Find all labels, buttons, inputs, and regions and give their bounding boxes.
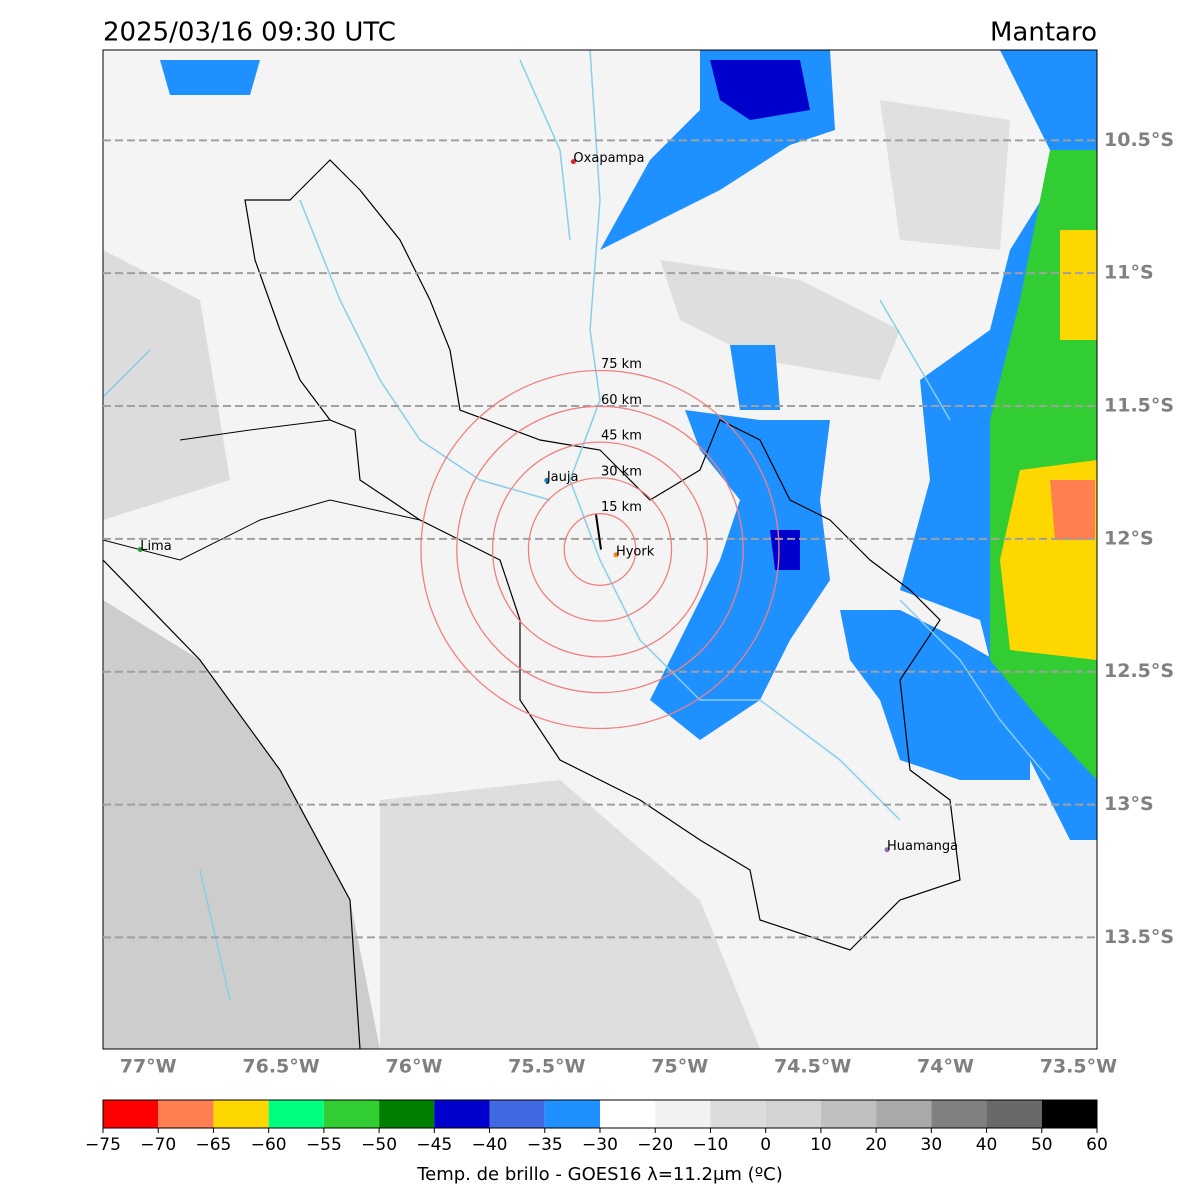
colorbar-tick-label: −35 [527,1135,563,1155]
colorbar-tick-label: −40 [472,1135,508,1155]
lat-label: 13.5°S [1104,926,1174,948]
range-ring [420,369,780,730]
range-ring [491,441,709,658]
colorbar-tick-label: −20 [637,1135,673,1155]
city-label: Lima [140,539,171,554]
colorbar-tick-label: −55 [306,1135,342,1155]
satellite-image [103,50,1097,1049]
colorbar-tick-label: −45 [416,1135,452,1155]
range-ring [527,477,673,622]
city-marker [544,477,550,483]
colorbar-segment [268,1100,324,1128]
title-time: 2025/03/16 09:30 UTC [103,18,396,48]
city-label: Oxapampa [573,151,644,166]
colorbar-segment [544,1100,600,1128]
colorbar-tick-label: 30 [921,1135,943,1155]
colorbar-tick-label: 20 [865,1135,887,1155]
lat-label: 13°S [1104,793,1154,815]
city-label: Huamanga [887,839,958,854]
range-label: 15 km [601,500,642,515]
colorbar-segment [434,1100,490,1128]
colorbar-segment [1041,1100,1097,1128]
colorbar-tick-label: −70 [140,1135,176,1155]
colorbar-tick-label: 60 [1086,1135,1108,1155]
radar-beam [595,514,602,550]
colorbar-segment [379,1100,435,1128]
colorbar-segment [876,1100,932,1128]
lon-label: 77°W [120,1056,177,1078]
city-marker [570,159,576,165]
city-marker [137,547,143,552]
colorbar-segment [765,1100,821,1128]
range-ring [456,405,744,694]
colorbar-tick-label: 0 [760,1135,771,1155]
colorbar-tick-label: −75 [85,1135,121,1155]
lon-label: 74°W [917,1056,974,1078]
city-marker [613,552,619,558]
range-label: 30 km [601,464,642,479]
colorbar-segment [931,1100,987,1128]
lon-label: 75°W [651,1056,708,1078]
colorbar-segment [710,1100,766,1128]
lat-label: 10.5°S [1104,129,1174,151]
lon-label: 73.5°W [1040,1056,1117,1078]
colorbar-tick-label: −60 [251,1135,287,1155]
map-frame [102,49,1098,1050]
range-label: 45 km [601,429,642,444]
colorbar-segment [820,1100,877,1128]
colorbar-segment [213,1100,269,1128]
lon-label: 74.5°W [774,1056,851,1078]
colorbar-tick-label: −50 [361,1135,397,1155]
city-marker [884,847,890,853]
range-ring [563,513,637,586]
colorbar-tick-label: 10 [810,1135,832,1155]
lon-label: 76°W [386,1056,443,1078]
lat-label: 12.5°S [1104,660,1174,682]
colorbar-tick-label: −65 [195,1135,231,1155]
colorbar-segment [489,1100,545,1128]
colorbar-tick-label: −10 [692,1135,728,1155]
colorbar-tick-label: −30 [582,1135,618,1155]
city-label: Hyork [616,544,655,559]
range-label: 60 km [601,393,642,408]
colorbar-segment [323,1100,380,1128]
colorbar-segment [986,1100,1042,1128]
colorbar-label: Temp. de brillo - GOES16 λ=11.2μm (ºC) [416,1164,783,1185]
colorbar-segment [158,1100,214,1128]
colorbar-segment [600,1100,656,1128]
lon-label: 75.5°W [508,1056,585,1078]
colorbar-segment [655,1100,711,1128]
lat-label: 12°S [1104,527,1154,549]
colorbar-tick-label: 50 [1031,1135,1053,1155]
colorbar-segment [103,1100,159,1128]
lat-label: 11°S [1104,262,1154,284]
lat-label: 11.5°S [1104,395,1174,417]
city-label: Jauja [546,470,579,485]
colorbar-tick-label: 40 [976,1135,998,1155]
range-label: 75 km [601,357,642,372]
lon-label: 76.5°W [242,1056,319,1078]
title-region: Mantaro [990,18,1097,48]
